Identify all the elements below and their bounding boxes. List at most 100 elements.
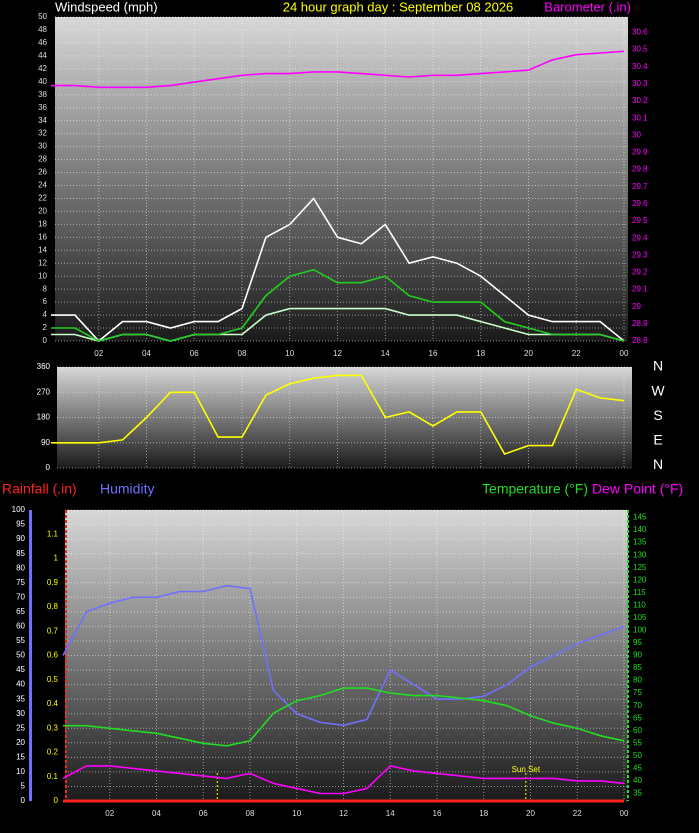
y-tick-label: 16 xyxy=(38,232,47,241)
series-line xyxy=(51,268,625,342)
x-tick-label: 06 xyxy=(199,809,208,818)
y2-tick-label: 29.3 xyxy=(632,250,648,259)
compass-label: W xyxy=(651,382,665,398)
x-tick-label: 04 xyxy=(152,809,161,818)
y3-tick-label: 0.9 xyxy=(47,578,59,587)
y-tick-label: 50 xyxy=(16,651,25,660)
y2-tick-label: 80 xyxy=(633,676,642,685)
y2-tick-label: 35 xyxy=(633,789,642,798)
y2-tick-label: 29.4 xyxy=(632,233,648,242)
y-tick-label: 0 xyxy=(21,796,26,805)
y2-tick-label: 90 xyxy=(633,651,642,660)
y2-tick-label: 70 xyxy=(633,701,642,710)
sun-marker-label: Sun Set xyxy=(512,765,541,774)
y-tick-label: 85 xyxy=(16,549,25,558)
plot-background xyxy=(57,367,632,468)
y-tick-label: 36 xyxy=(38,103,47,112)
y2-tick-label: 29 xyxy=(632,302,641,311)
y-tick-label: 30 xyxy=(38,142,47,151)
y-tick-label: 75 xyxy=(16,578,25,587)
y2-tick-label: 50 xyxy=(633,751,642,760)
y2-tick-label: 29.5 xyxy=(632,216,648,225)
x-tick-label: 22 xyxy=(573,809,582,818)
y2-tick-label: 145 xyxy=(633,513,647,522)
y-tick-label: 46 xyxy=(38,38,47,47)
x-tick-label: 20 xyxy=(524,349,533,358)
y-tick-label: 2 xyxy=(43,323,48,332)
y-tick-label: 180 xyxy=(37,413,51,422)
compass-label: N xyxy=(653,358,663,374)
y-tick-label: 38 xyxy=(38,90,47,99)
y3-tick-label: 0.6 xyxy=(47,651,59,660)
legend-entry: Temperature (°F) xyxy=(482,481,588,497)
y2-tick-label: 75 xyxy=(633,688,642,697)
x-tick-label: 18 xyxy=(476,349,485,358)
y-tick-label: 90 xyxy=(41,438,50,447)
y3-tick-label: 0.2 xyxy=(47,748,59,757)
y-tick-label: 40 xyxy=(38,77,47,86)
y-tick-label: 25 xyxy=(16,723,25,732)
y-tick-label: 100 xyxy=(12,505,26,514)
compass-label: S xyxy=(653,407,662,423)
y-tick-label: 10 xyxy=(16,767,25,776)
y-tick-label: 5 xyxy=(21,782,26,791)
y-tick-label: 40 xyxy=(16,680,25,689)
x-tick-label: 08 xyxy=(246,809,255,818)
y2-tick-label: 55 xyxy=(633,738,642,747)
y-tick-label: 60 xyxy=(16,622,25,631)
y2-tick-label: 28.9 xyxy=(632,319,648,328)
series-line xyxy=(51,197,625,343)
y-tick-label: 22 xyxy=(38,194,47,203)
series-line xyxy=(62,765,625,795)
y2-tick-label: 29.6 xyxy=(632,199,648,208)
y2-tick-label: 29.1 xyxy=(632,285,648,294)
x-tick-label: 04 xyxy=(142,349,151,358)
plot-background xyxy=(55,17,628,341)
series-line xyxy=(62,584,625,727)
wind-axis-title: Windspeed (mph) xyxy=(55,0,158,14)
legend-entry: Humidity xyxy=(100,481,154,497)
y-tick-label: 20 xyxy=(16,738,25,747)
y2-tick-label: 100 xyxy=(633,626,647,635)
y2-tick-label: 60 xyxy=(633,726,642,735)
y2-tick-label: 29.9 xyxy=(632,148,648,157)
y-tick-label: 80 xyxy=(16,563,25,572)
y2-tick-label: 95 xyxy=(633,638,642,647)
x-tick-label: 14 xyxy=(381,349,390,358)
y2-tick-label: 30.1 xyxy=(632,113,648,122)
y3-tick-label: 0.7 xyxy=(47,626,59,635)
y2-tick-label: 29.8 xyxy=(632,165,648,174)
y-tick-label: 8 xyxy=(43,284,48,293)
y3-tick-label: 1 xyxy=(54,554,59,563)
y-tick-label: 70 xyxy=(16,592,25,601)
y2-tick-label: 65 xyxy=(633,713,642,722)
y-tick-label: 15 xyxy=(16,752,25,761)
y2-tick-label: 30.4 xyxy=(632,62,648,71)
series-line xyxy=(51,374,625,455)
y3-tick-label: 0.8 xyxy=(47,602,59,611)
legend-entry: Dew Point (°F) xyxy=(592,481,683,497)
y-tick-label: 34 xyxy=(38,116,47,125)
y-tick-label: 18 xyxy=(38,219,47,228)
y-tick-label: 10 xyxy=(38,271,47,280)
y2-tick-label: 30.5 xyxy=(632,45,648,54)
x-tick-label: 20 xyxy=(526,809,535,818)
y2-tick-label: 110 xyxy=(633,600,646,609)
y2-tick-label: 140 xyxy=(633,525,647,534)
y-tick-label: 26 xyxy=(38,168,47,177)
x-tick-label: 02 xyxy=(94,349,103,358)
y-tick-label: 95 xyxy=(16,520,25,529)
x-tick-label: 10 xyxy=(285,349,294,358)
x-tick-label: 22 xyxy=(572,349,581,358)
y2-tick-label: 29.7 xyxy=(632,182,648,191)
y-tick-label: 270 xyxy=(37,387,51,396)
x-tick-label: 10 xyxy=(292,809,301,818)
x-tick-label: 06 xyxy=(190,349,199,358)
y-tick-label: 0 xyxy=(43,336,48,345)
y3-tick-label: 0.4 xyxy=(47,699,59,708)
y2-tick-label: 135 xyxy=(633,538,647,547)
y-tick-label: 20 xyxy=(38,207,47,216)
y-tick-label: 14 xyxy=(38,245,47,254)
y-tick-label: 65 xyxy=(16,607,25,616)
